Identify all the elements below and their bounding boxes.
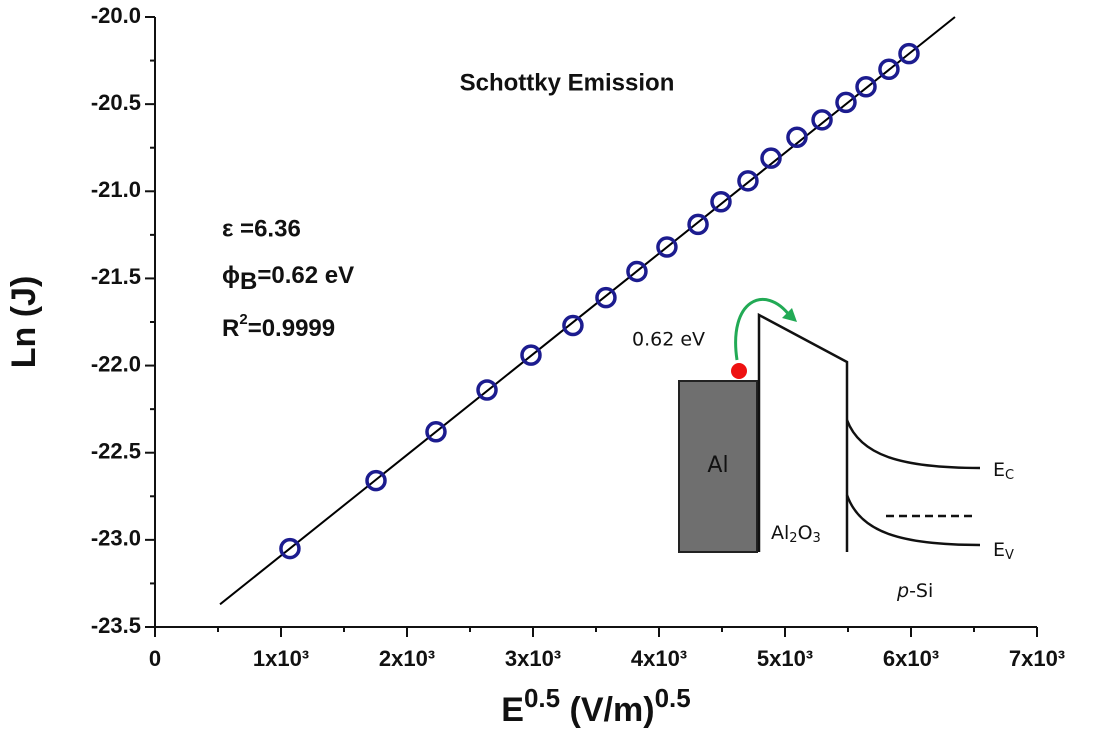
emission-arrow: [734, 297, 792, 361]
oxide-sub1: 2: [789, 531, 797, 546]
y-tick-label: -20.5: [91, 90, 141, 115]
x-tick-label: 2x10³: [379, 646, 435, 671]
data-point: [476, 379, 498, 401]
oxide-label: Al2O3: [771, 522, 821, 546]
y-tick-label: -23.5: [91, 613, 141, 638]
data-point: [835, 91, 857, 114]
r2-sup: 2: [239, 311, 247, 328]
r2-rest: =0.9999: [248, 315, 335, 342]
y-tick-label: -22.0: [91, 351, 141, 376]
x-tick-label: 6x10³: [883, 646, 939, 671]
x-tick-label: 7x10³: [1009, 646, 1065, 671]
chart-title: Schottky Emission: [460, 69, 675, 96]
phi-symbol: ϕ: [222, 262, 240, 289]
ev-sub: V: [1005, 548, 1014, 563]
data-point: [710, 190, 732, 213]
metal-label: Al: [707, 453, 728, 478]
barrier-label: 0.62 eV: [632, 329, 705, 351]
x-label-unit-sup: 0.5: [655, 683, 691, 713]
ev-base: E: [993, 539, 1005, 561]
oxide-b: O: [798, 522, 813, 544]
arrow-head: [782, 308, 797, 322]
phi-annotation: ϕB=0.62 eV: [222, 262, 354, 295]
oxide-a: Al: [771, 522, 789, 544]
x-tick-label: 5x10³: [757, 646, 813, 671]
r2-annotation: R2=0.9999: [222, 311, 335, 342]
epsilon-annotation: ε =6.36: [222, 215, 301, 242]
r2-base: R: [222, 315, 239, 342]
data-point: [687, 213, 709, 236]
semi-italic: p: [896, 580, 909, 602]
data-point: [878, 58, 900, 81]
data-point: [898, 42, 920, 65]
x-label-unit: (V/m): [560, 691, 654, 729]
semi-rest: -Si: [909, 580, 933, 602]
data-point: [595, 286, 617, 309]
y-tick-label: -23.0: [91, 526, 141, 551]
phi-sub: B: [240, 268, 257, 295]
fit-line: [219, 16, 956, 606]
y-tick-label: -22.5: [91, 439, 141, 464]
x-label-sup: 0.5: [524, 683, 560, 713]
ec-label: EC: [993, 459, 1014, 483]
data-point: [855, 75, 877, 98]
y-tick-label: -20.0: [91, 3, 141, 28]
ec-base: E: [993, 459, 1005, 481]
valence-band: [845, 494, 981, 547]
x-tick-label: 4x10³: [631, 646, 687, 671]
oxide-sub2: 3: [813, 531, 821, 546]
y-tick-label: -21.0: [91, 177, 141, 202]
data-point: [425, 421, 447, 443]
data-point: [760, 147, 782, 169]
x-tick-label: 0: [149, 646, 161, 671]
data-point: [365, 469, 387, 492]
barrier-outline: [757, 312, 849, 552]
metal-block: [678, 380, 758, 553]
semi-label: p-Si: [896, 580, 933, 602]
data-point: [520, 344, 542, 366]
ev-label: EV: [993, 539, 1014, 563]
y-tick-label: -21.5: [91, 264, 141, 289]
data-point: [811, 109, 833, 131]
y-axis-label: Ln (J): [5, 276, 43, 369]
data-point: [626, 260, 648, 283]
conduction-band: [845, 419, 981, 470]
ec-sub: C: [1005, 468, 1014, 483]
band-diagram-inset: 0.62 eV Al Al2O3 EC EV p-Si: [632, 297, 1014, 602]
x-label-base: E: [501, 691, 524, 729]
electron: [731, 363, 747, 379]
data-point: [562, 314, 584, 337]
data-point: [786, 126, 808, 149]
x-tick-label: 3x10³: [505, 646, 561, 671]
phi-rest: =0.62 eV: [257, 262, 354, 289]
x-tick-label: 1x10³: [253, 646, 309, 671]
data-point: [279, 537, 301, 560]
data-point: [656, 236, 678, 258]
data-point: [737, 170, 759, 192]
x-axis-label: E0.5 (V/m)0.5: [501, 683, 690, 729]
